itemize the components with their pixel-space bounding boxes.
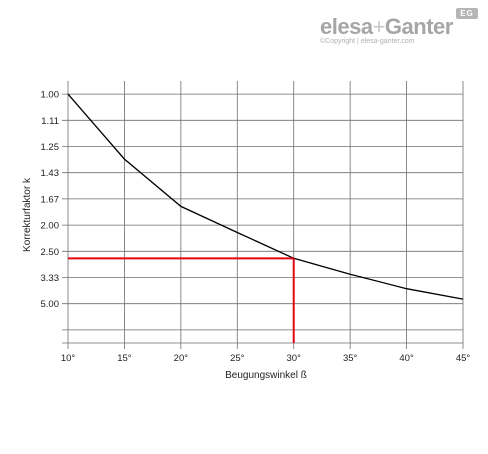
y-tick-label: 1.67 [41,194,60,205]
chart-marks [67,93,464,343]
x-tick-label: 35° [343,353,358,364]
x-tick-label: 15° [117,353,132,364]
x-tick-label: 10° [61,353,76,364]
logo-copyright: ©Copyright | elesa-ganter.com [320,38,415,45]
logo-name: elesa+Ganter [320,14,453,40]
y-tick-label: 3.33 [41,273,60,284]
y-tick-label: 1.25 [41,142,60,153]
x-tick-label: 40° [399,353,414,364]
logo-badge: EG [456,8,478,19]
chart-grid [62,81,464,349]
y-tick-label: 1.00 [41,90,60,101]
y-axis-label: Korrekturfaktor k [22,177,33,252]
elesa-ganter-logo: elesa+Ganter EG ©Copyright | elesa-gante… [320,8,480,48]
x-axis-label: Beugungswinkel ß [225,370,307,381]
x-tick-label: 20° [174,353,189,364]
y-tick-label: 5.00 [41,299,60,310]
y-tick-label: 2.50 [41,247,60,258]
y-tick-label: 1.11 [41,116,59,127]
x-tick-label: 45° [456,353,471,364]
correction-curve [67,93,464,300]
logo-plus: + [372,14,386,39]
y-tick-label: 2.00 [41,221,60,232]
logo-name-part2: Ganter [384,14,453,39]
y-tick-label: 1.43 [41,168,60,179]
logo-name-part1: elesa [320,14,373,39]
x-tick-label: 25° [230,353,245,364]
x-tick-label: 30° [287,353,302,364]
chart-tick-labels: 10° 15° 20° 25° 30° 35° 40° 45° 1.00 1.11 1.25 1.43… [41,90,471,364]
